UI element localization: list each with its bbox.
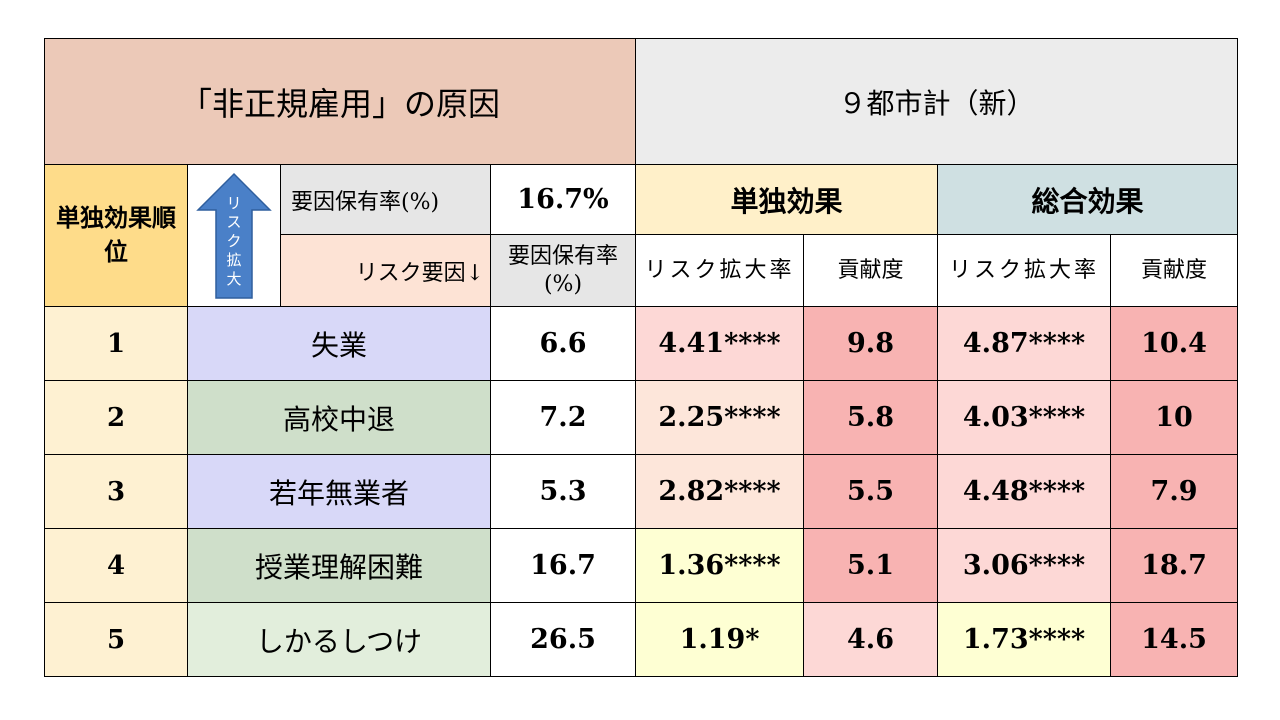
contrib-total-cell: 14.5 xyxy=(1110,602,1239,677)
holding-rate-label: 要因保有率(%) xyxy=(280,164,491,235)
risk-factor-name: 若年無業者 xyxy=(187,454,491,529)
risk-total-cell: 4.48**** xyxy=(937,454,1112,529)
rank-cell: 1 xyxy=(44,306,188,381)
table-row: 4 授業理解困難 16.7 1.36**** 5.1 3.06**** 18.7 xyxy=(44,528,1239,603)
arrow-label: リスク拡大 xyxy=(226,193,242,288)
col-contrib-single: 貢献度 xyxy=(803,234,939,307)
holding-rate-cell: 5.3 xyxy=(489,454,637,529)
table-row: 3 若年無業者 5.3 2.82**** 5.5 4.48**** 7.9 xyxy=(44,454,1239,529)
risk-single-cell: 2.82**** xyxy=(635,454,805,529)
col-holding-rate: 要因保有率(%) xyxy=(489,234,637,307)
total-effect-header: 総合効果 xyxy=(937,164,1239,235)
rank-header-label: 単独効果順位 xyxy=(56,203,176,266)
holding-rate-cell: 6.6 xyxy=(489,306,637,381)
rank-cell: 2 xyxy=(44,380,188,455)
holding-rate-cell: 26.5 xyxy=(489,602,637,677)
col-holding-rate-text: 要因保有率(%) xyxy=(508,244,619,297)
risk-factor-label: リスク要因↓ xyxy=(280,234,491,307)
risk-total-cell: 4.03**** xyxy=(937,380,1112,455)
risk-total-cell: 1.73**** xyxy=(937,602,1112,677)
risk-arrow-cell: リスク拡大 xyxy=(187,164,281,307)
risk-single-cell: 1.19* xyxy=(635,602,805,677)
title-row: 「非正規雇用」の原因 ９都市計（新） xyxy=(43,38,1239,165)
risk-factor-name: 授業理解困難 xyxy=(187,528,491,603)
col-risk-single: リスク拡大率 xyxy=(635,234,805,307)
holding-rate-cell: 7.2 xyxy=(489,380,637,455)
contrib-total-cell: 7.9 xyxy=(1110,454,1239,529)
contrib-total-cell: 10.4 xyxy=(1110,306,1239,381)
single-effect-header: 単独効果 xyxy=(635,164,939,235)
risk-total-cell: 4.87**** xyxy=(937,306,1112,381)
contrib-total-cell: 18.7 xyxy=(1110,528,1239,603)
contrib-single-cell: 5.8 xyxy=(803,380,939,455)
risk-single-cell: 1.36**** xyxy=(635,528,805,603)
header-row-2: リスク要因↓ 要因保有率(%) リスク拡大率 貢献度 リスク拡大率 貢献度 xyxy=(45,234,1239,307)
risk-total-cell: 3.06**** xyxy=(937,528,1112,603)
data-rows: 1 失業 6.6 4.41**** 9.8 4.87**** 10.4 2 高校中退 7.2 2.2… xyxy=(44,306,1239,677)
holding-rate-value: 16.7% xyxy=(489,164,637,235)
table-row: 1 失業 6.6 4.41**** 9.8 4.87**** 10.4 xyxy=(44,306,1239,381)
risk-single-cell: 4.41**** xyxy=(635,306,805,381)
risk-factor-name: 失業 xyxy=(187,306,491,381)
rank-cell: 4 xyxy=(44,528,188,603)
table-title: 「非正規雇用」の原因 xyxy=(43,38,637,165)
col-contrib-total: 貢献度 xyxy=(1110,234,1239,307)
contrib-single-cell: 5.5 xyxy=(803,454,939,529)
risk-single-cell: 2.25**** xyxy=(635,380,805,455)
risk-factor-name: 高校中退 xyxy=(187,380,491,455)
table-row: 5 しかるしつけ 26.5 1.19* 4.6 1.73**** 14.5 xyxy=(44,602,1239,677)
col-risk-single-text: リスク拡大率 xyxy=(644,257,795,283)
rank-cell: 3 xyxy=(44,454,188,529)
up-arrow-icon xyxy=(196,172,272,299)
region-title: ９都市計（新） xyxy=(635,38,1239,165)
contrib-single-cell: 5.1 xyxy=(803,528,939,603)
col-risk-total: リスク拡大率 xyxy=(937,234,1112,307)
risk-factor-name: しかるしつけ xyxy=(187,602,491,677)
contrib-single-cell: 4.6 xyxy=(803,602,939,677)
header-row-1: 単独効果順位 リスク拡大 要因保有率(%) 16.7% 単独効果 総合効果 xyxy=(44,164,1239,307)
col-risk-total-text: リスク拡大率 xyxy=(949,257,1100,283)
risk-factor-table: 「非正規雇用」の原因 ９都市計（新） 単独効果順位 リスク拡大 要因保有率(%)… xyxy=(43,38,1239,677)
holding-rate-cell: 16.7 xyxy=(489,528,637,603)
rank-cell: 5 xyxy=(44,602,188,677)
contrib-total-cell: 10 xyxy=(1110,380,1239,455)
contrib-single-cell: 9.8 xyxy=(803,306,939,381)
table-row: 2 高校中退 7.2 2.25**** 5.8 4.03**** 10 xyxy=(44,380,1239,455)
rank-header: 単独効果順位 xyxy=(44,164,188,307)
